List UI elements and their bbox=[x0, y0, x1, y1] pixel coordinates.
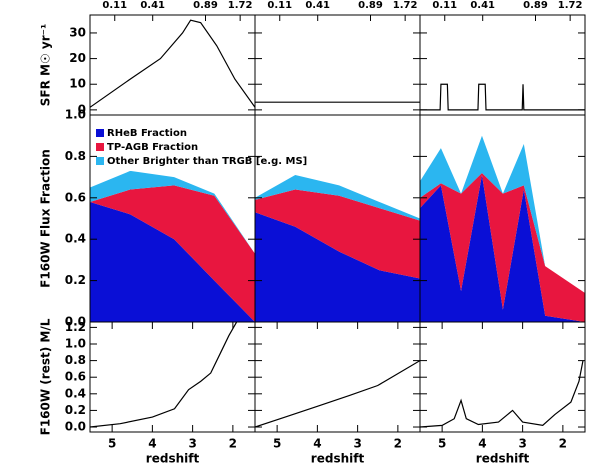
y-axis-label: F160W Flux Fraction bbox=[39, 149, 53, 288]
top-tick-label: 0.11 bbox=[102, 0, 127, 11]
y-tick-label: 0.4 bbox=[65, 386, 86, 400]
legend-swatch bbox=[96, 157, 104, 165]
top-tick-label: 0.89 bbox=[193, 0, 218, 11]
line bbox=[255, 360, 420, 428]
top-tick-label: 1.72 bbox=[228, 0, 253, 11]
panel-frame bbox=[254, 14, 421, 116]
y-tick-label: 30 bbox=[69, 25, 86, 39]
x-tick-label: 3 bbox=[188, 437, 196, 451]
line bbox=[420, 360, 584, 428]
legend-label: TP-AGB Fraction bbox=[107, 142, 198, 153]
area bbox=[255, 189, 420, 279]
y-tick-label: 0.6 bbox=[65, 190, 86, 204]
y-tick-label: 10 bbox=[69, 77, 86, 91]
x-axis-label: redshift bbox=[311, 452, 365, 463]
line bbox=[90, 19, 255, 108]
panel-frame bbox=[89, 14, 256, 116]
x-axis-label: redshift bbox=[476, 452, 530, 463]
y-tick-label: 0.6 bbox=[65, 370, 86, 384]
line bbox=[90, 322, 238, 428]
x-tick-label: 4 bbox=[313, 437, 321, 451]
top-tick-label: 0.89 bbox=[523, 0, 548, 11]
x-tick-label: 2 bbox=[559, 437, 567, 451]
panel bbox=[255, 175, 420, 322]
y-tick-label: 0.0 bbox=[65, 315, 86, 329]
legend-label: Other Brighter than TRGB [e.g. MS] bbox=[107, 156, 307, 167]
x-tick-label: 3 bbox=[518, 437, 526, 451]
panel-frame bbox=[254, 321, 421, 433]
legend bbox=[92, 123, 256, 171]
panel bbox=[420, 83, 585, 111]
top-tick-label: 1.72 bbox=[393, 0, 418, 11]
x-tick-label: 4 bbox=[478, 437, 486, 451]
line bbox=[420, 83, 585, 111]
x-tick-label: 2 bbox=[229, 437, 237, 451]
y-tick-label: 0.0 bbox=[65, 420, 86, 434]
area bbox=[90, 201, 255, 322]
x-tick-label: 5 bbox=[273, 437, 281, 451]
top-tick-label: 0.11 bbox=[432, 0, 457, 11]
y-axis-label: SFR M☉ yr⁻¹ bbox=[39, 24, 53, 106]
panel bbox=[90, 322, 238, 428]
y-axis-label: F160W (rest) M/L bbox=[39, 318, 53, 435]
y-tick-label: 1.2 bbox=[65, 320, 86, 334]
legend-swatch bbox=[96, 143, 104, 151]
area bbox=[420, 172, 585, 322]
x-axis-label: redshift bbox=[146, 452, 200, 463]
panel bbox=[90, 170, 255, 322]
x-tick-label: 4 bbox=[148, 437, 156, 451]
panel-frame bbox=[419, 14, 586, 116]
y-tick-label: 0.2 bbox=[65, 273, 86, 287]
legend-swatch bbox=[96, 129, 104, 137]
x-tick-label: 2 bbox=[394, 437, 402, 451]
y-tick-label: 20 bbox=[69, 51, 86, 65]
panel bbox=[255, 360, 420, 428]
top-tick-label: 0.41 bbox=[140, 0, 165, 11]
top-tick-label: 1.72 bbox=[558, 0, 583, 11]
panel-frame bbox=[419, 321, 586, 433]
x-tick-label: 5 bbox=[108, 437, 116, 451]
y-tick-label: 0 bbox=[78, 102, 86, 116]
panel bbox=[420, 135, 585, 322]
area bbox=[255, 212, 420, 322]
y-tick-label: 0.2 bbox=[65, 403, 86, 417]
y-tick-label: 0.8 bbox=[65, 353, 86, 367]
top-tick-label: 0.41 bbox=[305, 0, 330, 11]
area bbox=[255, 175, 420, 221]
y-tick-label: 1.0 bbox=[65, 108, 86, 122]
y-tick-label: 0.8 bbox=[65, 149, 86, 163]
legend-label: RHeB Fraction bbox=[107, 128, 187, 139]
area bbox=[420, 175, 585, 322]
top-tick-label: 0.89 bbox=[358, 0, 383, 11]
panel bbox=[420, 360, 584, 428]
y-tick-label: 1.0 bbox=[65, 337, 86, 351]
y-tick-label: 0.4 bbox=[65, 232, 86, 246]
area bbox=[90, 185, 255, 322]
x-tick-label: 3 bbox=[353, 437, 361, 451]
top-tick-label: 0.41 bbox=[470, 0, 495, 11]
x-tick-label: 5 bbox=[438, 437, 446, 451]
top-tick-label: 0.11 bbox=[267, 0, 292, 11]
panel bbox=[90, 19, 255, 108]
panel-frame bbox=[89, 321, 256, 433]
